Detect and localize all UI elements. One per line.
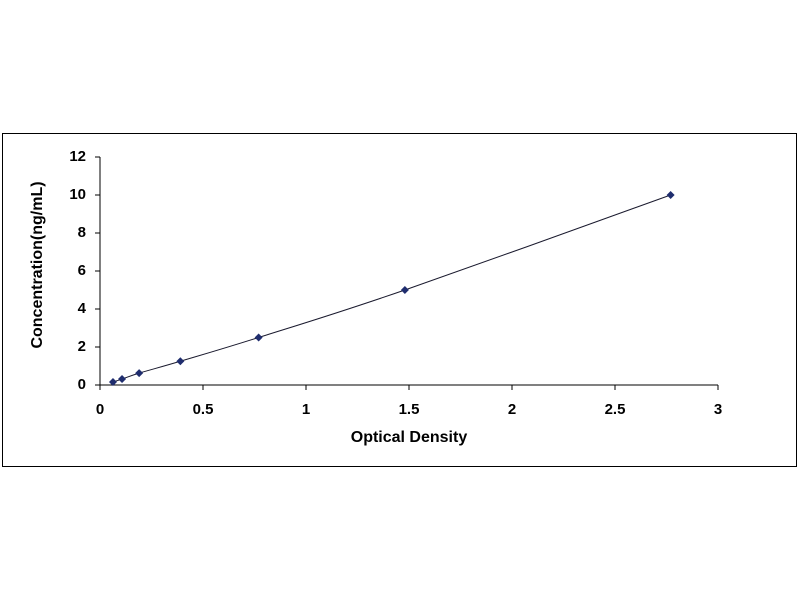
point bbox=[135, 369, 144, 378]
point bbox=[108, 378, 117, 387]
y-tick-label: 0 bbox=[78, 376, 86, 393]
y-tick-label: 8 bbox=[78, 224, 86, 241]
y-tick-label: 12 bbox=[69, 148, 86, 165]
x-tick-label: 1.5 bbox=[399, 401, 420, 418]
y-tick-label: 10 bbox=[69, 186, 86, 203]
point bbox=[176, 357, 185, 366]
x-tick-label: 1 bbox=[302, 401, 310, 418]
point bbox=[254, 333, 263, 342]
y-tick-label: 6 bbox=[78, 262, 86, 279]
chart-frame bbox=[2, 133, 797, 467]
point bbox=[400, 286, 409, 294]
point bbox=[666, 191, 675, 199]
y-tick-label: 2 bbox=[78, 338, 86, 355]
x-tick-label: 0.5 bbox=[193, 401, 214, 418]
x-tick-label: 2.5 bbox=[605, 401, 626, 418]
x-tick-label: 3 bbox=[714, 401, 722, 418]
x-tick-label: 2 bbox=[508, 401, 516, 418]
x-tick-label: 0 bbox=[96, 401, 104, 418]
y-tick-label: 4 bbox=[78, 300, 87, 317]
y-axis-label: Concentration(ng/mL) bbox=[29, 181, 46, 348]
point bbox=[118, 375, 127, 384]
x-axis-label: Optical Density bbox=[351, 429, 468, 446]
